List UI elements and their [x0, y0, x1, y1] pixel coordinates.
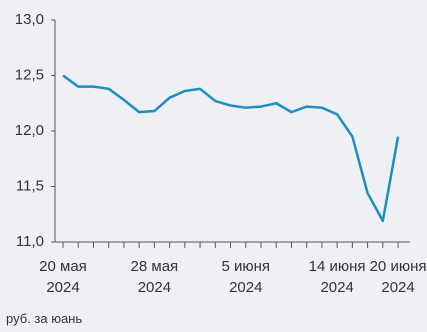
y-axis-label: руб. за юань [6, 311, 83, 326]
data-line [62, 74, 400, 223]
y-tick-label: 11,0 [16, 233, 44, 250]
x-tick-label: 20 мая 2024 [39, 258, 87, 296]
x-tick-label: 14 июня 2024 [308, 258, 366, 296]
y-tick-label: 13,0 [15, 11, 44, 28]
x-tick-label: 28 мая 2024 [130, 258, 179, 296]
y-tick-label: 12,0 [15, 122, 44, 139]
x-tick-label: 5 июня 2024 [221, 258, 271, 296]
y-tick-label: 12,5 [15, 66, 44, 83]
y-tick-label: 11,5 [16, 177, 44, 194]
x-tick-label: 20 июня 2024 [369, 258, 427, 296]
